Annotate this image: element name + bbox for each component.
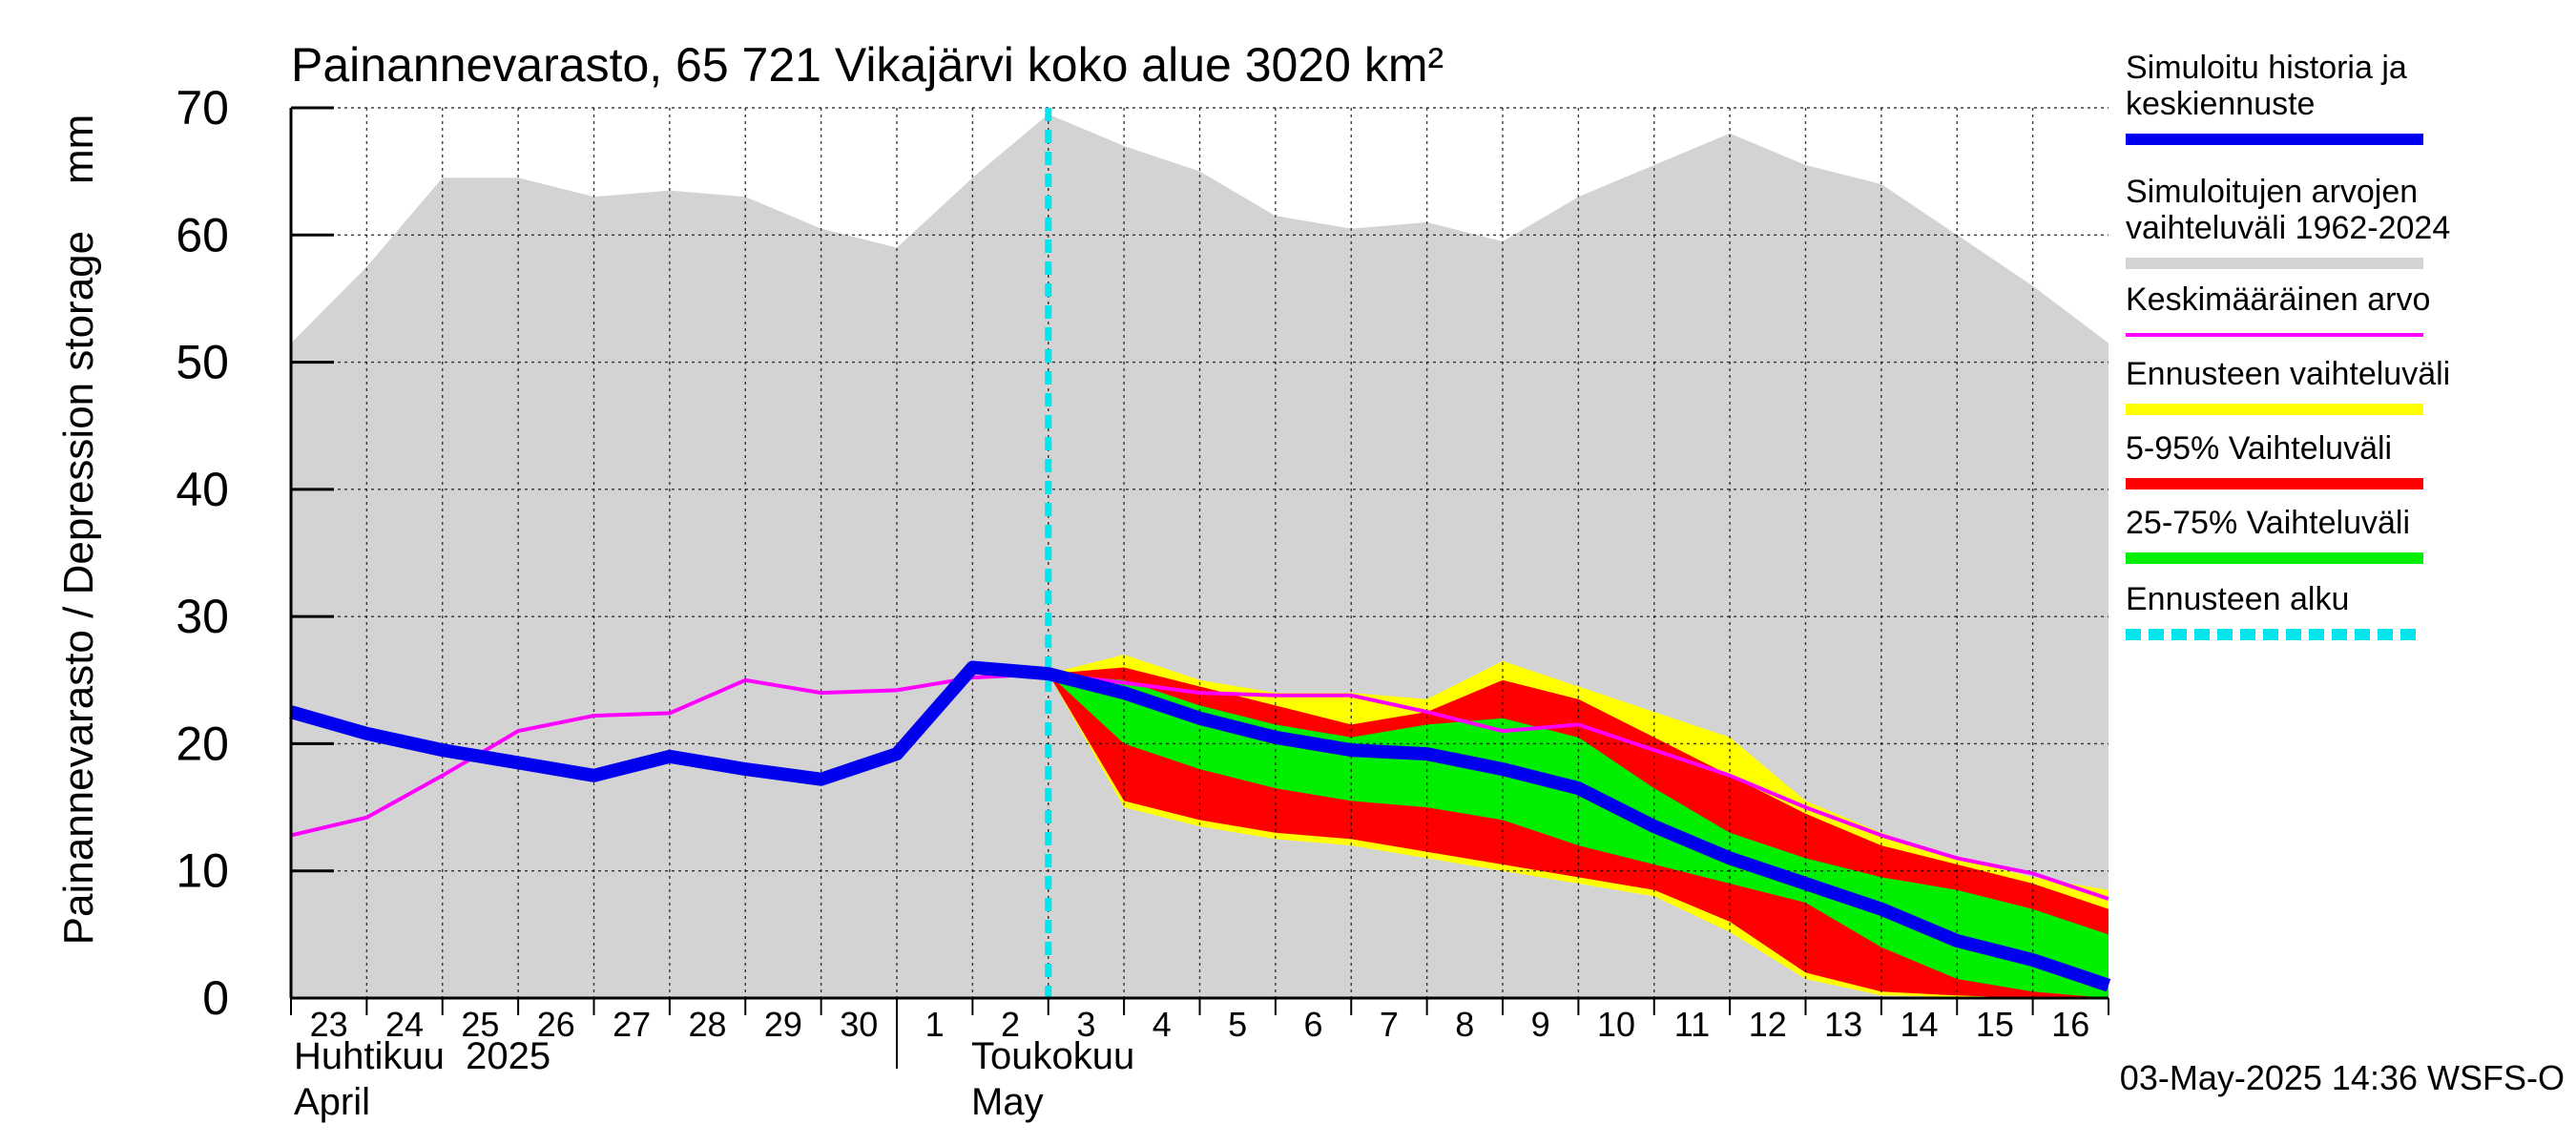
x-tick-label: 7	[1380, 1005, 1399, 1044]
legend-entry: 25-75% Vaihteluväli	[2126, 505, 2423, 564]
month-label-april-line1: Huhtikuu 2025	[294, 1035, 551, 1077]
y-tick-label: 10	[176, 844, 229, 898]
y-axis-label: Painannevarasto / Depression storage mm	[55, 114, 102, 946]
legend-label: keskiennuste	[2126, 86, 2315, 122]
x-tick-label: 8	[1455, 1005, 1474, 1044]
y-tick-label: 50	[176, 336, 229, 389]
timestamp: 03-May-2025 14:36 WSFS-O	[2120, 1058, 2565, 1097]
x-tick-label: 29	[764, 1005, 802, 1044]
x-tick-label: 2	[1001, 1005, 1020, 1044]
legend-label: Simuloitujen arvojen	[2126, 174, 2418, 210]
month-label-may-line1: Toukokuu	[971, 1035, 1134, 1077]
month-label-may-line2: May	[971, 1081, 1044, 1123]
month-label-april-line2: April	[294, 1081, 370, 1123]
legend-label: Ennusteen alku	[2126, 581, 2349, 617]
x-tick-label: 15	[1976, 1005, 2014, 1044]
x-tick-label: 26	[537, 1005, 575, 1044]
legend-label: vaihteluväli 1962-2024	[2126, 210, 2450, 246]
x-tick-label: 1	[925, 1005, 945, 1044]
simulated-median-line	[289, 660, 2111, 992]
legend-entry: Ennusteen alku	[2126, 581, 2423, 640]
legend-label: 5-95% Vaihteluväli	[2126, 430, 2392, 467]
chart-title: Painannevarasto, 65 721 Vikajärvi koko a…	[291, 38, 1444, 92]
y-tick-label: 20	[176, 717, 229, 770]
mean-line	[290, 672, 2109, 901]
legend-label: 25-75% Vaihteluväli	[2126, 505, 2410, 541]
x-tick-label: 12	[1749, 1005, 1787, 1044]
x-tick-label: 16	[2051, 1005, 2089, 1044]
x-tick-label: 28	[689, 1005, 727, 1044]
y-tick-label: 60	[176, 208, 229, 261]
y-tick-label: 30	[176, 590, 229, 643]
legend: Simuloitu historia jakeskiennusteSimuloi…	[2126, 50, 2450, 640]
x-tick-labels: 23 24 25 26 27 28 29 30 1 2 3 4 5 6 7 8 9 10 11 12 13 14 15 16	[310, 1005, 2090, 1044]
x-tick-label: 25	[461, 1005, 499, 1044]
y-tick-label: 0	[202, 971, 229, 1025]
x-tick-label: 24	[385, 1005, 424, 1044]
legend-label: Keskimääräinen arvo	[2126, 281, 2430, 318]
x-tick-label: 4	[1153, 1005, 1172, 1044]
legend-entry: 5-95% Vaihteluväli	[2126, 430, 2423, 489]
chart-lines	[289, 108, 2111, 998]
x-tick-label: 6	[1304, 1005, 1323, 1044]
x-tick-label: 11	[1674, 1005, 1710, 1044]
legend-entry: Ennusteen vaihteluväli	[2126, 356, 2450, 415]
legend-label: Ennusteen vaihteluväli	[2126, 356, 2450, 392]
x-tick-label: 5	[1228, 1005, 1247, 1044]
x-tick-label: 30	[840, 1005, 878, 1044]
axes-frame	[289, 106, 2109, 1069]
x-tick-label: 14	[1901, 1005, 1939, 1044]
gridlines	[291, 107, 2109, 998]
x-tick-label: 9	[1531, 1005, 1550, 1044]
x-tick-label: 23	[310, 1005, 348, 1044]
x-tick-label: 3	[1076, 1005, 1095, 1044]
x-tick-label: 13	[1824, 1005, 1862, 1044]
legend-entry: Keskimääräinen arvo	[2126, 281, 2430, 337]
legend-label: Simuloitu historia ja	[2126, 50, 2407, 86]
y-tick-labels: 0 10 20 30 40 50 60 70	[176, 81, 229, 1025]
x-tick-label: 27	[613, 1005, 651, 1044]
x-tick-label: 10	[1597, 1005, 1635, 1044]
y-tick-label: 70	[176, 81, 229, 135]
y-tick-label: 40	[176, 463, 229, 516]
